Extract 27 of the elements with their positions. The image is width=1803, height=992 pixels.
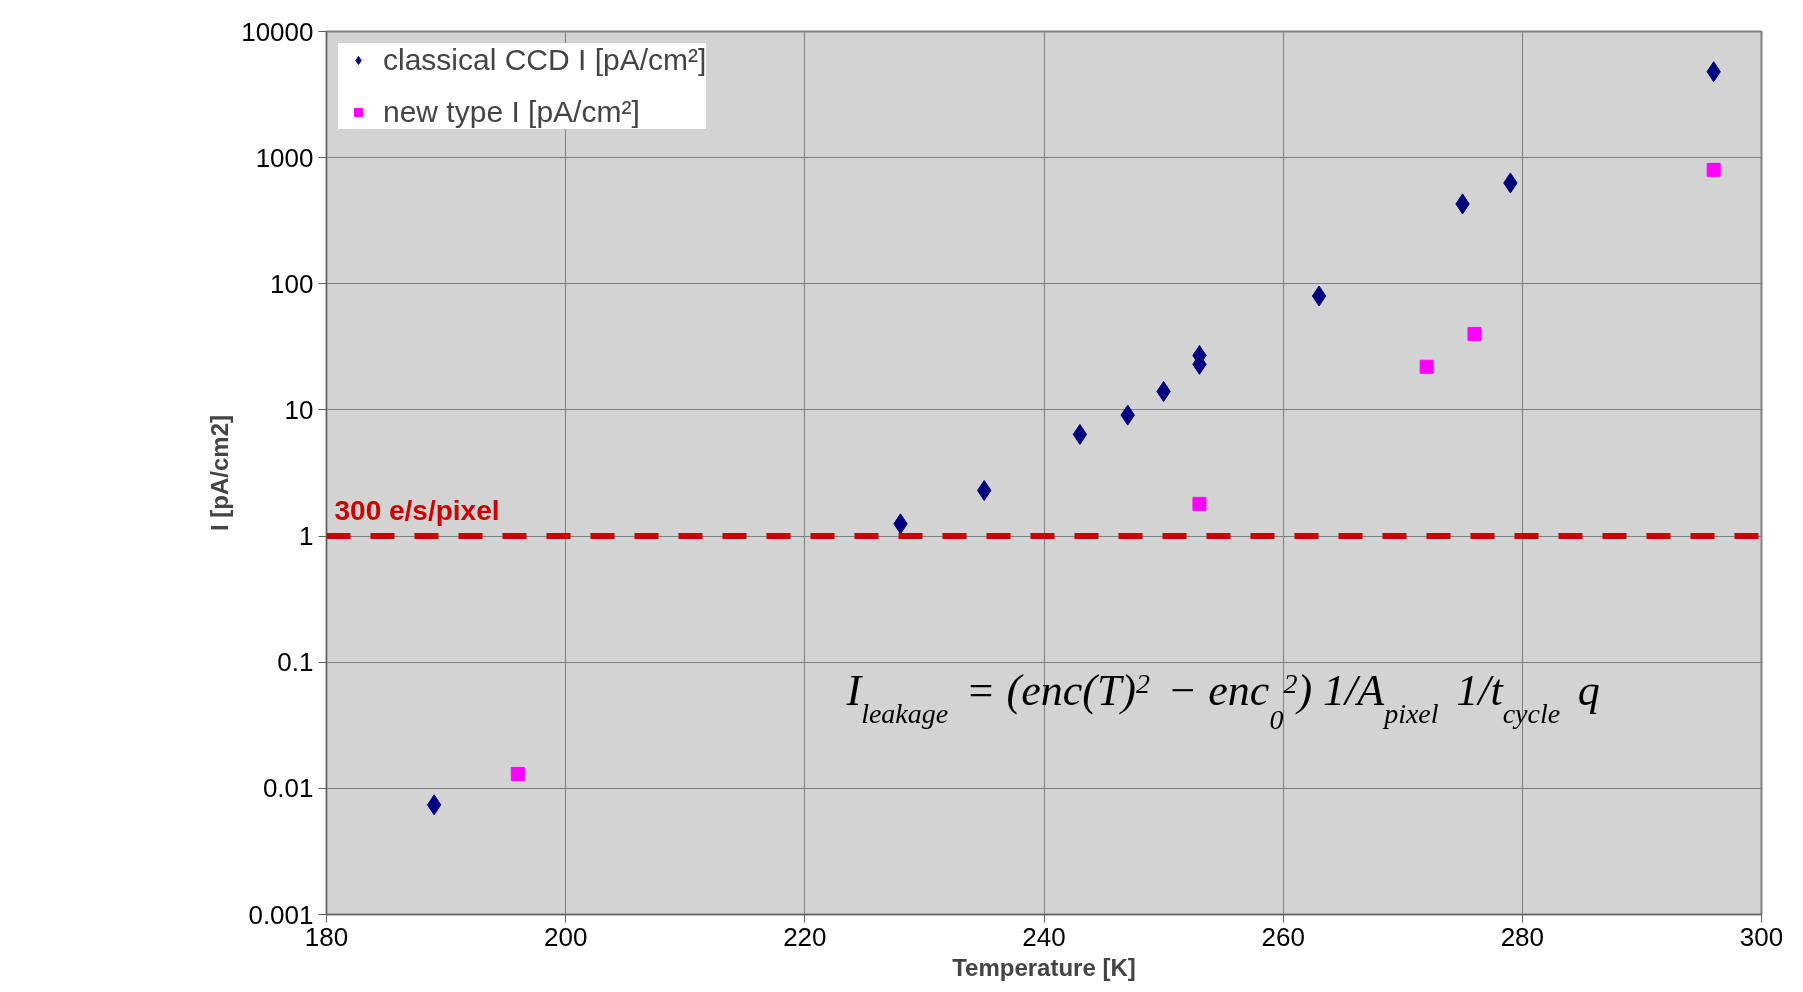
x-tick-label: 300: [1739, 921, 1784, 952]
point: [1311, 285, 1327, 307]
x-tick-label: 260: [1261, 921, 1305, 952]
ref-line-label: 300 e/s/pixel: [334, 495, 500, 527]
point: [1156, 381, 1171, 402]
x-tick-label: 220: [783, 921, 827, 952]
point: [510, 766, 525, 781]
point: [1072, 423, 1088, 445]
x-axis-title: Temperature [K]: [952, 953, 1136, 981]
y-tick-label: 1000: [255, 142, 314, 173]
y-tick-label: 0.1: [277, 647, 314, 678]
y-tick-label: 10000: [241, 16, 314, 47]
point: [426, 794, 442, 816]
y-tick-label: 10: [284, 394, 314, 425]
point: [1419, 359, 1434, 374]
y-tick-label: 0.01: [262, 773, 314, 804]
legend-label: new type I [pA/cm²]: [383, 95, 640, 129]
point: [1192, 496, 1207, 511]
x-tick-label: 240: [1022, 921, 1066, 952]
x-tick-label: 200: [543, 921, 588, 952]
legend-label: classical CCD I [pA/cm²]: [383, 43, 707, 77]
point: [1467, 326, 1482, 341]
point: [1706, 162, 1721, 177]
y-tick-label: 1: [299, 521, 314, 552]
y-tick-label: 100: [270, 268, 314, 299]
y-axis-title: I [pA/cm2]: [206, 414, 234, 532]
x-tick-label: 280: [1500, 921, 1545, 952]
